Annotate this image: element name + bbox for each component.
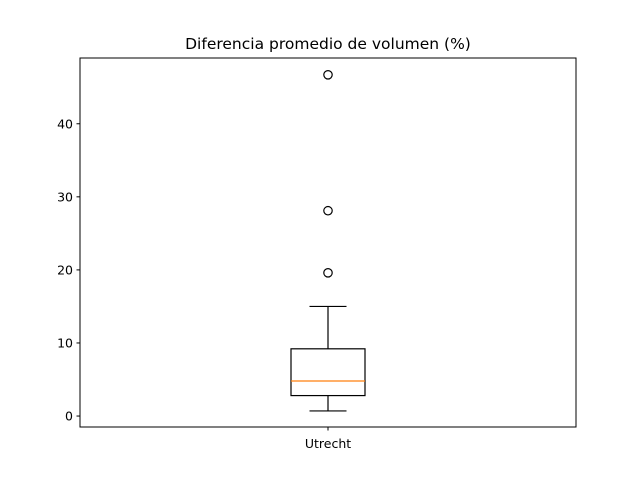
chart-title: Diferencia promedio de volumen (%) [185, 35, 471, 53]
box-iqr [290, 348, 366, 397]
x-tick-label: Utrecht [305, 436, 351, 451]
plot-area-frame [79, 57, 577, 428]
y-axis: 0 10 20 30 40 [57, 116, 80, 424]
outlier-point [323, 70, 333, 80]
y-tick-label: 10 [57, 335, 73, 350]
outlier-point [323, 268, 333, 278]
boxplot-utrecht [290, 70, 366, 412]
y-tick-label: 20 [57, 262, 73, 277]
y-tick-label: 30 [57, 189, 73, 204]
box-group [290, 70, 366, 412]
x-axis: Utrecht [305, 427, 351, 451]
y-tick-label: 0 [65, 409, 73, 424]
outlier-point [323, 205, 333, 216]
y-tick-label: 40 [57, 116, 73, 131]
